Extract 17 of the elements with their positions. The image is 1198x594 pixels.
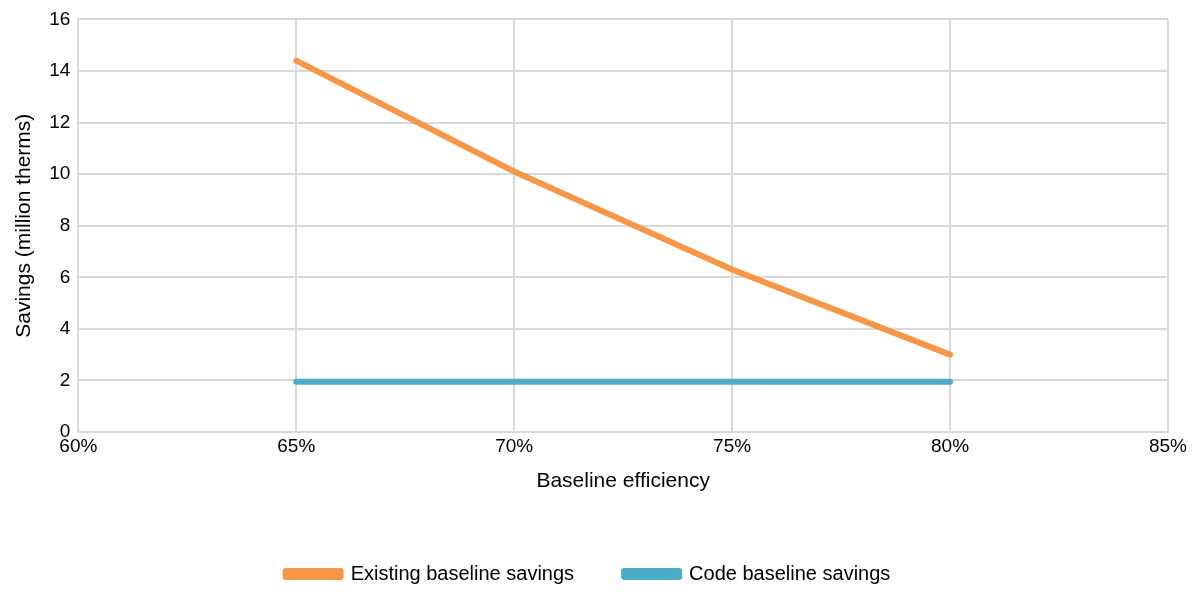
y-tick-label: 6	[59, 265, 71, 287]
y-axis-title: Savings (million therms)	[11, 113, 35, 338]
x-axis-title: Baseline efficiency	[536, 468, 711, 492]
y-tick-label: 14	[49, 59, 71, 81]
x-tick-label: 75%	[713, 434, 752, 456]
y-tick-label: 4	[59, 317, 71, 339]
legend-label: Existing baseline savings	[350, 561, 575, 584]
y-tick-label: 16	[49, 7, 71, 29]
x-tick-label: 80%	[931, 434, 970, 456]
x-tick-label: 65%	[277, 434, 316, 456]
y-tick-label: 12	[49, 110, 71, 132]
y-tick-label: 10	[49, 162, 71, 184]
legend-label: Code baseline savings	[689, 561, 891, 584]
y-tick-label: 2	[59, 368, 71, 390]
y-tick-label: 8	[59, 213, 71, 235]
x-tick-label: 70%	[495, 434, 534, 456]
x-tick-label: 85%	[1148, 434, 1188, 456]
